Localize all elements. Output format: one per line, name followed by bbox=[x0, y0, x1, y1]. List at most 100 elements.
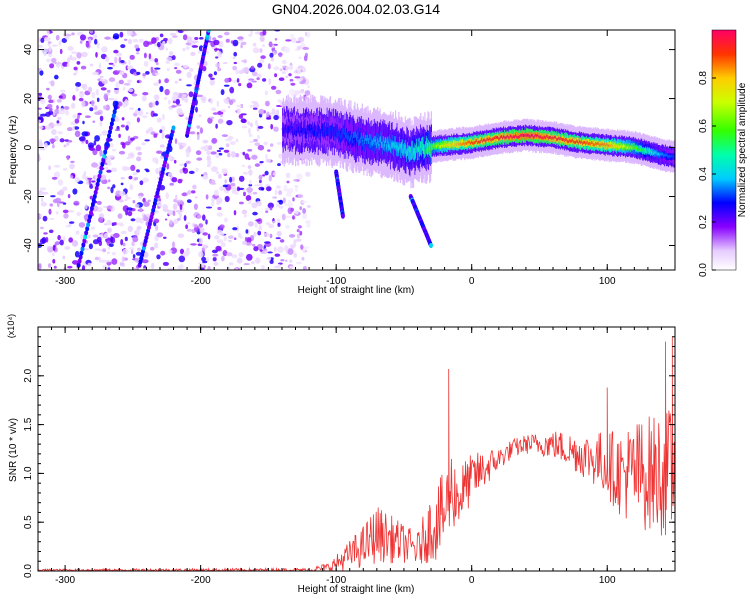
spectrogram-ridge-cell bbox=[608, 144, 611, 148]
spectrogram-noise-cell bbox=[102, 264, 108, 269]
spectrogram-noise-cell bbox=[83, 248, 90, 251]
spectrogram-ridge-cell bbox=[384, 140, 386, 147]
spectrogram-ridge-cell bbox=[511, 135, 513, 139]
spectrogram-noise-cell bbox=[260, 55, 266, 60]
spectrogram-ridge-cell bbox=[308, 128, 310, 142]
spectrogram-noise-cell bbox=[295, 187, 298, 193]
spectrogram-noise-cell bbox=[297, 65, 304, 69]
spectrogram-noise-cell bbox=[241, 68, 245, 74]
spectrogram-ridge-cell bbox=[428, 146, 430, 152]
spectrogram-ridge-cell bbox=[563, 137, 565, 141]
spectrogram-ridge-cell bbox=[506, 135, 508, 139]
spectrogram-x-tick-label: -200 bbox=[191, 276, 211, 287]
spectrogram-noise-cell bbox=[241, 209, 248, 215]
spectrogram-ridge-cell bbox=[331, 130, 333, 137]
spectrogram-ridge-cell bbox=[531, 133, 533, 137]
spectrogram-noise-cell bbox=[53, 171, 61, 179]
spectrogram-ridge-cell bbox=[369, 139, 371, 153]
spectrogram-ridge-cell bbox=[437, 143, 439, 147]
spectrogram-noise-cell bbox=[207, 117, 213, 124]
spectrogram-streak-cell bbox=[85, 226, 90, 232]
spectrogram-noise-cell bbox=[125, 125, 129, 131]
spectrogram-ridge-cell bbox=[304, 118, 306, 133]
spectrogram-ridge-cell bbox=[432, 145, 434, 148]
spectrogram-noise-cell bbox=[85, 115, 91, 118]
spectrogram-noise-cell bbox=[66, 57, 71, 63]
spectrogram-ridge-cell bbox=[440, 144, 442, 148]
spectrogram-noise-cell bbox=[196, 94, 204, 98]
spectrogram-noise-cell bbox=[226, 120, 233, 126]
spectrogram-ridge-cell bbox=[415, 151, 417, 158]
spectrogram-ridge-cell bbox=[382, 136, 384, 142]
spectrogram-noise-cell bbox=[99, 120, 103, 127]
spectrogram-ridge-cell bbox=[473, 141, 475, 145]
spectrogram-ridge-cell bbox=[308, 125, 310, 131]
spectrogram-noise-cell bbox=[237, 187, 245, 191]
spectrogram-noise-cell bbox=[118, 79, 124, 85]
spectrogram-noise-cell bbox=[111, 258, 118, 265]
spectrogram-noise-cell bbox=[113, 233, 120, 238]
spectrogram-ridge-cell bbox=[394, 142, 396, 149]
spectrogram-noise-cell bbox=[70, 57, 77, 61]
spectrogram-noise-cell bbox=[58, 95, 63, 99]
spectrogram-ridge-cell bbox=[452, 139, 454, 147]
spectrogram-streak-cell bbox=[113, 104, 118, 111]
spectrogram-noise-cell bbox=[178, 78, 182, 81]
spectrogram-noise-cell bbox=[194, 196, 198, 199]
spectrogram-noise-cell bbox=[61, 38, 67, 43]
spectrogram-noise-cell bbox=[152, 157, 159, 163]
spectrogram-noise-cell bbox=[110, 143, 114, 148]
spectrogram-noise-cell bbox=[126, 120, 131, 126]
spectrogram-ridge-cell bbox=[363, 131, 365, 158]
spectrogram-noise-cell bbox=[47, 41, 52, 44]
spectrogram-noise-cell bbox=[44, 142, 48, 149]
spectrogram-noise-cell bbox=[111, 167, 118, 172]
spectrogram-ridge-cell bbox=[612, 144, 614, 148]
spectrogram-ridge-cell bbox=[416, 147, 419, 154]
spectrogram-ridge-cell bbox=[581, 140, 583, 147]
spectrogram-noise-cell bbox=[56, 98, 63, 103]
spectrogram-noise-cell bbox=[81, 84, 86, 89]
spectrogram-noise-cell bbox=[248, 169, 253, 176]
spectrogram-ridge-cell bbox=[530, 135, 532, 139]
spectrogram-ridge-cell bbox=[535, 133, 537, 137]
spectrogram-ridge-cell bbox=[492, 137, 494, 141]
spectrogram-streak-cell bbox=[108, 125, 113, 131]
spectrogram-ridge-cell bbox=[305, 128, 307, 135]
spectrogram-ridge-cell bbox=[591, 141, 593, 144]
spectrogram-ridge-cell bbox=[584, 140, 586, 144]
spectrogram-ridge-cell bbox=[532, 133, 534, 137]
spectrogram-noise-cell bbox=[265, 153, 268, 161]
spectrogram-noise-cell bbox=[166, 163, 170, 170]
spectrogram-noise-cell bbox=[47, 263, 52, 268]
spectrogram-noise-cell bbox=[259, 35, 265, 42]
spectrogram-noise-cell bbox=[48, 208, 52, 215]
spectrogram-ridge-cell bbox=[442, 144, 444, 148]
spectrogram-noise-cell bbox=[215, 171, 220, 175]
spectrogram-noise-cell bbox=[213, 261, 219, 266]
spectrogram-noise-cell bbox=[182, 251, 189, 257]
spectrogram-ridge-cell bbox=[662, 152, 664, 156]
spectrogram-noise-cell bbox=[295, 40, 301, 44]
spectrogram-ridge-cell bbox=[651, 151, 653, 155]
spectrogram-noise-cell bbox=[129, 54, 135, 60]
spectrogram-streak-cell bbox=[96, 177, 101, 183]
spectrogram-ridge-cell bbox=[431, 145, 433, 149]
spectrogram-noise-cell bbox=[267, 202, 274, 209]
spectrogram-ridge-cell bbox=[661, 152, 663, 156]
spectrogram-noise-cell bbox=[305, 171, 311, 177]
spectrogram-ridge-cell bbox=[630, 146, 632, 149]
spectrogram-noise-cell bbox=[50, 195, 56, 198]
spectrogram-ridge-cell bbox=[304, 132, 306, 139]
spectrogram-noise-cell bbox=[273, 114, 279, 121]
spectrogram-noise-cell bbox=[277, 264, 281, 269]
spectrogram-noise-cell bbox=[285, 39, 292, 42]
spectrogram-noise-cell bbox=[136, 117, 140, 123]
spectrogram-streak-cell bbox=[171, 125, 176, 131]
spectrogram-ridge-cell bbox=[315, 126, 317, 141]
spectrogram-noise-cell bbox=[304, 31, 308, 37]
spectrogram-ridge-cell bbox=[476, 139, 478, 143]
spectrogram-ridge-cell bbox=[467, 140, 469, 144]
spectrogram-noise-cell bbox=[81, 100, 86, 108]
spectrogram-noise-cell bbox=[285, 65, 289, 73]
